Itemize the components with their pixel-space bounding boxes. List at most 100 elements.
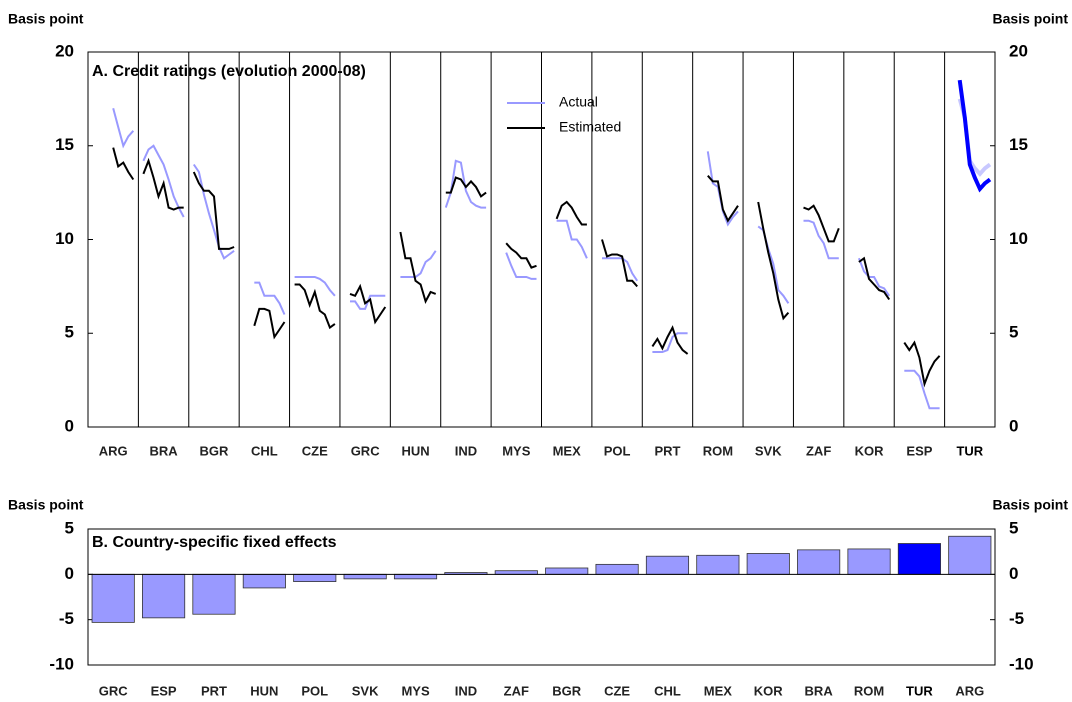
legend-label: Estimated (559, 119, 621, 135)
series-line (400, 250, 437, 278)
y-tick-label: 5 (65, 323, 74, 342)
series-line (254, 281, 286, 315)
series-line (112, 147, 135, 181)
y-axis-label: Basis point (8, 11, 84, 27)
x-tick-label: PRT (201, 683, 227, 698)
x-tick-label: BRA (805, 683, 834, 698)
series-line (556, 219, 588, 259)
series-line (858, 256, 891, 301)
x-tick-label: ROM (703, 443, 733, 458)
y-tick-label: 10 (55, 229, 74, 248)
series-line (445, 176, 487, 198)
bar (645, 555, 690, 575)
x-tick-label: SVK (755, 443, 782, 458)
bar (393, 573, 438, 580)
bar (343, 573, 387, 580)
plot-frame (87, 51, 996, 428)
x-tick-label: POL (604, 443, 631, 458)
series-line (112, 108, 135, 149)
x-tick-label: ARG (99, 443, 128, 458)
y2-tick-label: 0 (1009, 564, 1018, 583)
x-tick-label: HUN (401, 443, 429, 458)
bar (192, 573, 236, 615)
y2-tick-label: 0 (1009, 416, 1018, 435)
y-tick-label: -5 (59, 609, 74, 628)
bar (948, 535, 992, 575)
x-tick-label: MEX (704, 683, 733, 698)
x-tick-label: IND (455, 683, 477, 698)
bar (242, 573, 286, 589)
x-tick-label: ESP (906, 443, 932, 458)
y2-tick-label: 5 (1009, 323, 1018, 342)
series-line (602, 257, 639, 282)
x-tick-label: KOR (855, 443, 885, 458)
x-tick-label: BGR (200, 443, 230, 458)
series-line (601, 239, 638, 288)
series-line (957, 79, 992, 193)
chart-title: A. Credit ratings (evolution 2000-08) (92, 63, 366, 80)
x-tick-label: ARG (955, 683, 984, 698)
series-line (803, 219, 839, 260)
x-tick-label: GRC (99, 683, 129, 698)
y2-tick-label: -10 (1009, 654, 1034, 673)
series-line (652, 332, 688, 353)
bar (595, 563, 639, 575)
x-tick-label: CZE (302, 443, 328, 458)
bar (293, 573, 337, 582)
series-line (444, 159, 487, 209)
y-axis-label: Basis point (8, 497, 84, 513)
bar (142, 573, 186, 619)
series-line (757, 201, 790, 321)
y2-tick-label: 5 (1009, 518, 1018, 537)
x-tick-label: PRT (654, 443, 680, 458)
y2-axis-label: Basis point (993, 11, 1069, 27)
x-tick-label: ESP (151, 683, 177, 698)
y-tick-label: 0 (65, 416, 74, 435)
x-tick-label: BGR (552, 683, 582, 698)
series-line (857, 257, 891, 297)
series-line (253, 307, 286, 340)
bar (746, 553, 790, 575)
y2-tick-label: 10 (1009, 229, 1028, 248)
legend-label: Actual (559, 94, 598, 110)
bar (91, 573, 135, 623)
x-tick-label: BRA (149, 443, 178, 458)
series-line (349, 283, 387, 325)
x-tick-label: ROM (854, 683, 884, 698)
y-tick-label: 0 (65, 564, 74, 583)
bar (847, 548, 891, 575)
y2-axis-label: Basis point (993, 497, 1069, 513)
series-line (803, 204, 840, 243)
bar (696, 554, 740, 575)
x-tick-label: GRC (351, 443, 381, 458)
x-tick-label: CZE (604, 683, 630, 698)
y2-tick-label: -5 (1009, 609, 1024, 628)
bar (797, 549, 841, 575)
series-line (142, 157, 184, 211)
plot-frame (87, 528, 996, 666)
x-tick-label: CHL (654, 683, 681, 698)
series-line (555, 200, 587, 226)
x-tick-label: MYS (502, 443, 531, 458)
y-tick-label: 5 (65, 518, 74, 537)
x-tick-label: MYS (401, 683, 430, 698)
series-line (903, 340, 941, 388)
y2-tick-label: 15 (1009, 135, 1028, 154)
series-line (651, 325, 689, 355)
bar (494, 570, 538, 575)
y-tick-label: 15 (55, 135, 74, 154)
series-line (707, 175, 739, 223)
x-tick-label: MEX (553, 443, 582, 458)
series-line (904, 369, 940, 410)
bar (545, 567, 589, 575)
x-tick-label: POL (301, 683, 328, 698)
y-tick-label: -10 (49, 654, 74, 673)
series-line (192, 171, 235, 250)
series-line (294, 276, 336, 297)
x-tick-label: ZAF (504, 683, 529, 698)
series-line (399, 231, 437, 305)
x-tick-label: TUR (956, 443, 983, 458)
x-tick-label: TUR (906, 683, 933, 698)
series-line (505, 242, 537, 269)
